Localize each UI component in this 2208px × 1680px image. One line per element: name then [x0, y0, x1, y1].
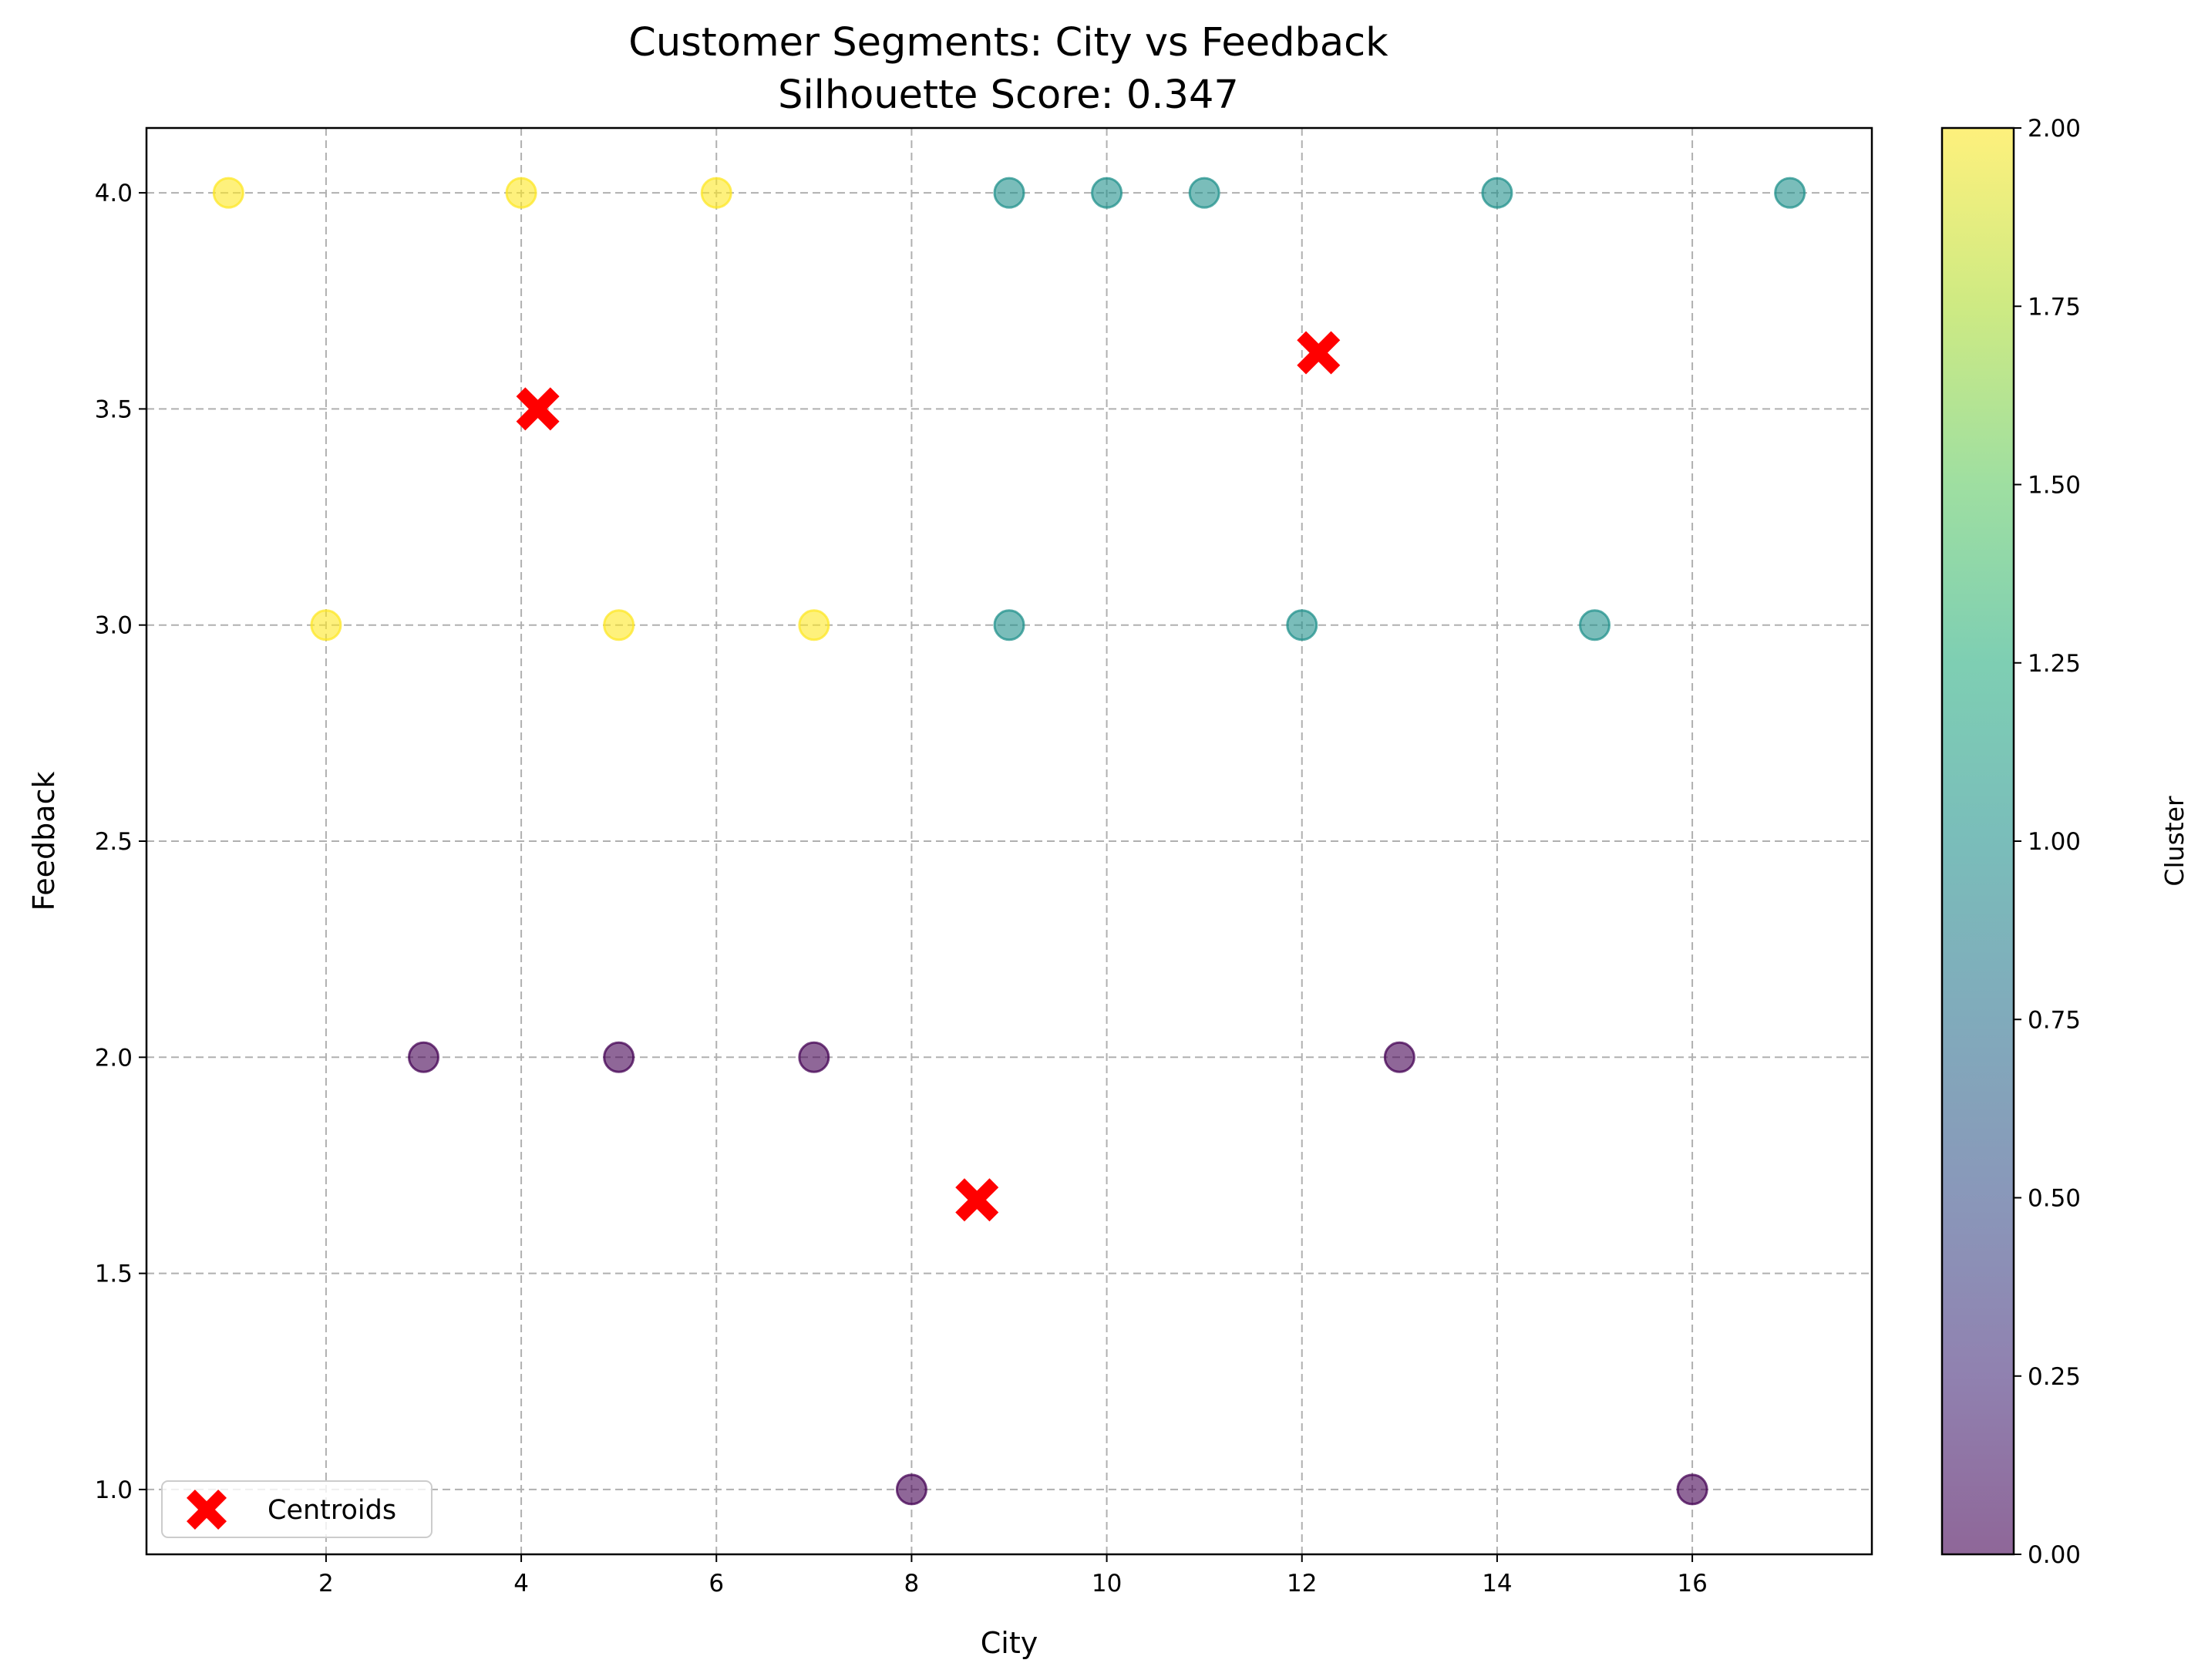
y-tick-label: 1.5	[95, 1261, 133, 1288]
colorbar-tick-label: 1.50	[2028, 472, 2081, 500]
colorbar: 0.00 0.25 0.50 0.75 1.00 1.25 1.50 1.75 2.00 Clu…	[1940, 115, 2189, 1569]
colorbar-tick-label: 1.00	[2028, 828, 2081, 856]
colorbar-tick-label: 0.25	[2028, 1363, 2081, 1391]
centroid-marker	[955, 1178, 999, 1222]
y-tick-label: 3.0	[95, 612, 133, 640]
x-tick-label: 16	[1677, 1570, 1707, 1598]
colorbar-tick-label: 2.00	[2028, 115, 2081, 143]
chart-subtitle: Silhouette Score: 0.347	[778, 72, 1239, 118]
centroid-marker	[516, 387, 560, 431]
data-point-cluster-0	[603, 1041, 635, 1073]
data-point-cluster-0	[1383, 1041, 1415, 1073]
colorbar-tick-label: 1.25	[2028, 650, 2081, 678]
legend: Centroids	[161, 1480, 433, 1538]
x-tick-label: 12	[1287, 1570, 1317, 1598]
y-axis-ticks: 1.0 1.5 2.0 2.5 3.0 3.5 4.0	[95, 180, 146, 1504]
colorbar-tick-label: 1.75	[2028, 293, 2081, 321]
data-point-cluster-2	[700, 177, 732, 209]
y-tick-label: 1.0	[95, 1476, 133, 1504]
centroid-marker	[1297, 331, 1341, 375]
chart-title: Customer Segments: City vs Feedback	[628, 20, 1388, 66]
data-point-cluster-2	[603, 609, 635, 641]
data-point-cluster-1	[1481, 177, 1513, 209]
legend-box	[161, 1480, 433, 1538]
data-point-cluster-1	[993, 177, 1025, 209]
y-tick-label: 3.5	[95, 396, 133, 423]
y-tick-label: 4.0	[95, 180, 133, 207]
colorbar-tick-label: 0.50	[2028, 1185, 2081, 1213]
data-point-cluster-2	[798, 609, 830, 641]
data-point-cluster-1	[1091, 177, 1123, 209]
data-point-cluster-1	[1579, 609, 1611, 641]
x-tick-label: 8	[904, 1570, 920, 1598]
x-tick-label: 4	[513, 1570, 529, 1598]
colorbar-tick-label: 0.75	[2028, 1006, 2081, 1034]
colorbar-ticks: 0.00 0.25 0.50 0.75 1.00 1.25 1.50 1.75 2.00	[2014, 115, 2081, 1569]
x-axis-label: City	[981, 1626, 1038, 1660]
data-point-cluster-2	[505, 177, 537, 209]
colorbar-gradient	[1942, 128, 2014, 1554]
y-tick-label: 2.5	[95, 828, 133, 856]
data-point-cluster-2	[212, 177, 244, 209]
plot-area	[145, 126, 1873, 1556]
data-point-cluster-0	[798, 1041, 830, 1073]
centroid-markers	[516, 331, 1341, 1222]
data-point-cluster-1	[1188, 177, 1220, 209]
colorbar-label: Cluster	[2159, 796, 2189, 887]
colorbar-tick-label: 0.00	[2028, 1541, 2081, 1569]
data-point-cluster-2	[310, 609, 342, 641]
y-tick-label: 2.0	[95, 1044, 133, 1072]
x-tick-label: 6	[709, 1570, 724, 1598]
data-point-cluster-0	[407, 1041, 439, 1073]
data-point-cluster-1	[993, 609, 1025, 641]
data-points	[212, 177, 1806, 1506]
plot-background	[146, 128, 1872, 1554]
data-point-cluster-1	[1286, 609, 1318, 641]
y-axis-label: Feedback	[27, 772, 61, 911]
x-tick-label: 10	[1092, 1570, 1122, 1598]
data-point-cluster-0	[895, 1473, 927, 1506]
data-point-cluster-0	[1676, 1473, 1708, 1506]
data-point-cluster-1	[1774, 177, 1806, 209]
x-axis-ticks: 2 4 6 8 10 12 14 16	[318, 1554, 1708, 1598]
legend-centroid-marker	[187, 1490, 227, 1530]
x-tick-label: 14	[1482, 1570, 1512, 1598]
x-tick-label: 2	[318, 1570, 334, 1598]
legend-label-centroids: Centroids	[268, 1495, 396, 1526]
